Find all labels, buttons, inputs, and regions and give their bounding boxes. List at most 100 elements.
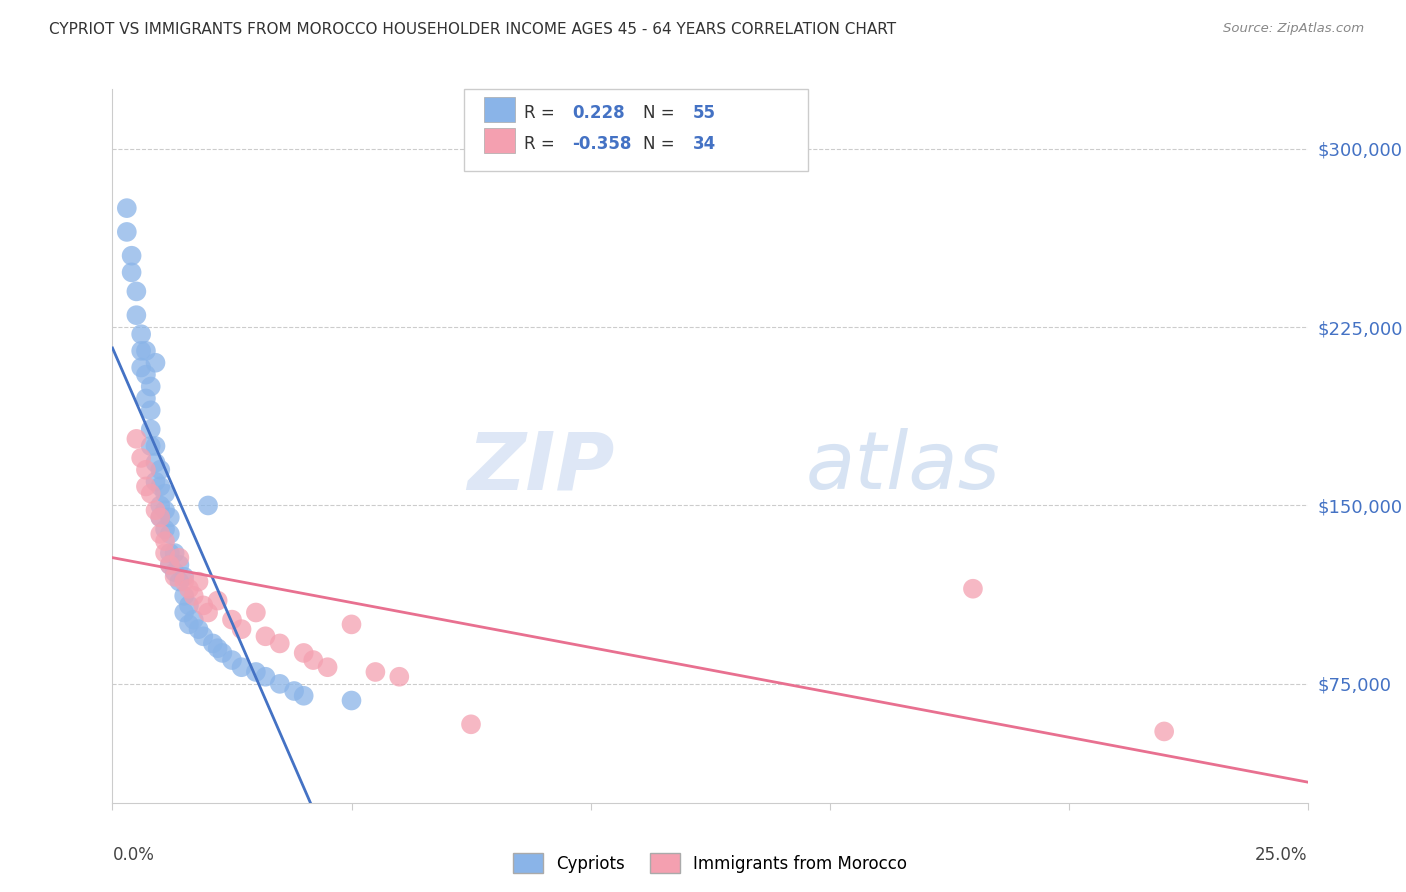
Point [254,629,277,643]
Point [173,589,195,603]
Point [173,570,195,584]
Point [153,486,176,500]
Point [388,670,411,684]
Point [135,463,157,477]
Point [135,392,157,406]
Point [207,641,229,656]
Point [364,665,387,679]
Text: 25.0%: 25.0% [1256,846,1308,863]
Point [1153,724,1175,739]
Point [169,574,191,589]
Point [245,606,267,620]
Point [149,479,172,493]
Point [153,546,176,560]
Point [173,574,195,589]
Point [135,368,157,382]
Point [139,422,162,436]
Text: 34: 34 [693,135,717,153]
Point [149,510,172,524]
Point [139,379,162,393]
Text: CYPRIOT VS IMMIGRANTS FROM MOROCCO HOUSEHOLDER INCOME AGES 45 - 64 YEARS CORRELA: CYPRIOT VS IMMIGRANTS FROM MOROCCO HOUSE… [49,22,897,37]
Point [187,622,209,636]
Point [145,439,167,453]
Point [231,622,253,636]
Point [125,308,148,322]
Point [139,486,162,500]
Text: Source: ZipAtlas.com: Source: ZipAtlas.com [1223,22,1364,36]
Point [139,403,162,417]
Point [145,475,167,489]
Point [173,606,195,620]
Point [193,629,215,643]
Point [149,527,172,541]
Point [177,599,200,613]
Point [153,522,176,536]
Point [153,534,176,549]
Point [254,670,277,684]
Point [187,574,209,589]
Point [231,660,253,674]
Point [149,510,172,524]
Point [183,589,205,603]
Point [121,265,143,279]
Point [269,677,291,691]
Point [197,606,219,620]
Text: N =: N = [643,104,679,122]
Point [211,646,233,660]
Point [159,527,181,541]
Point [159,558,181,572]
Point [962,582,984,596]
Point [125,432,148,446]
Point [115,225,138,239]
Point [145,456,167,470]
Point [125,285,148,299]
Point [316,660,339,674]
Point [129,327,152,342]
Point [135,479,157,493]
Point [207,593,229,607]
Text: ZIP: ZIP [467,428,614,507]
Point [201,636,224,650]
Point [163,565,186,579]
Point [153,503,176,517]
Point [169,550,191,565]
Point [460,717,482,731]
Point [283,684,305,698]
Point [115,201,138,215]
Point [163,546,186,560]
Text: N =: N = [643,135,679,153]
Point [221,613,243,627]
Point [145,503,167,517]
Text: 0.228: 0.228 [572,104,624,122]
Point [129,343,152,358]
Point [177,582,200,596]
Point [149,463,172,477]
Text: R =: R = [524,104,561,122]
Point [183,613,205,627]
Point [159,510,181,524]
Point [149,499,172,513]
Point [129,450,152,465]
Point [129,360,152,375]
Text: atlas: atlas [806,428,1001,507]
Point [292,689,315,703]
Point [145,356,167,370]
Point [292,646,315,660]
Point [163,570,186,584]
Point [169,558,191,572]
Point [197,499,219,513]
Point [221,653,243,667]
Point [159,546,181,560]
Point [139,439,162,453]
Point [193,599,215,613]
Text: 0.0%: 0.0% [112,846,155,863]
Legend: Cypriots, Immigrants from Morocco: Cypriots, Immigrants from Morocco [506,847,914,880]
Point [245,665,267,679]
Point [302,653,325,667]
Point [340,693,363,707]
Point [177,617,200,632]
Text: 55: 55 [693,104,716,122]
Point [135,343,157,358]
Text: -0.358: -0.358 [572,135,631,153]
Point [121,249,143,263]
